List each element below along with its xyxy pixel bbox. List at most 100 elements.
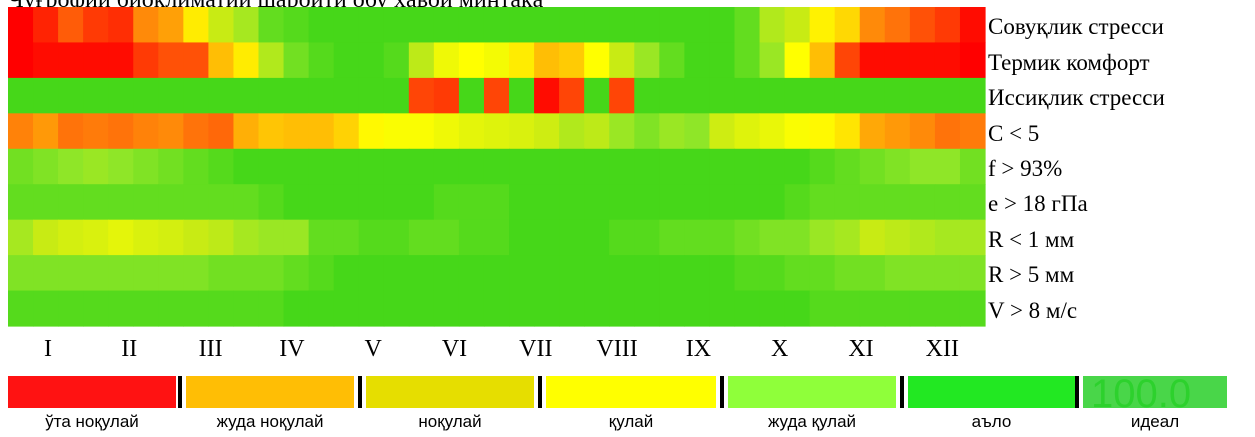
heatmap-cell bbox=[834, 77, 861, 114]
heatmap-cell bbox=[383, 184, 410, 221]
heatmap-cell bbox=[584, 184, 610, 221]
heatmap-cell bbox=[458, 113, 485, 150]
heatmap-cell bbox=[509, 42, 535, 79]
heatmap-cell bbox=[108, 77, 134, 114]
heatmap-cell bbox=[333, 219, 360, 256]
heatmap-cell bbox=[8, 42, 34, 79]
heatmap-cell bbox=[584, 290, 610, 327]
heatmap-cell bbox=[58, 148, 84, 185]
heatmap-cell bbox=[809, 219, 836, 256]
heatmap-cell bbox=[8, 184, 34, 221]
heatmap-cell bbox=[408, 184, 435, 221]
heatmap-cell bbox=[233, 113, 260, 150]
heatmap-cell bbox=[8, 77, 34, 114]
heatmap-cell bbox=[233, 290, 260, 327]
heatmap-cell bbox=[784, 7, 811, 44]
heatmap-cell bbox=[208, 148, 235, 185]
heatmap-cell bbox=[33, 219, 59, 256]
heatmap-cell bbox=[934, 184, 961, 221]
heatmap-cell bbox=[709, 113, 736, 150]
heatmap-cell bbox=[433, 219, 460, 256]
heatmap-cell bbox=[408, 77, 435, 114]
heatmap-cell bbox=[483, 255, 510, 292]
heatmap-cell bbox=[534, 255, 560, 292]
heatmap-cell bbox=[734, 148, 761, 185]
heatmap-cell bbox=[158, 290, 184, 327]
heatmap-cell bbox=[333, 42, 360, 79]
heatmap-cell bbox=[83, 7, 109, 44]
heatmap-cell bbox=[884, 184, 911, 221]
heatmap-cell bbox=[158, 219, 184, 256]
heatmap-cell bbox=[383, 42, 410, 79]
heatmap-cell bbox=[959, 42, 986, 79]
heatmap-cell bbox=[33, 77, 59, 114]
heatmap-cell bbox=[659, 219, 685, 256]
heatmap-cell bbox=[433, 148, 460, 185]
heatmap-cell bbox=[634, 7, 660, 44]
heatmap-cell bbox=[859, 42, 886, 79]
heatmap-cell bbox=[108, 184, 134, 221]
legend-swatch bbox=[908, 376, 1075, 408]
heatmap-cell bbox=[158, 113, 184, 150]
heatmap-cell bbox=[8, 148, 34, 185]
heatmap-cell bbox=[634, 148, 660, 185]
heatmap-cell bbox=[8, 219, 34, 256]
heatmap-cell bbox=[584, 7, 610, 44]
heatmap-cell bbox=[358, 184, 385, 221]
heatmap-cell bbox=[158, 77, 184, 114]
heatmap-cell bbox=[759, 42, 786, 79]
heatmap-cell bbox=[534, 290, 560, 327]
ghost-text: 100.0 bbox=[1091, 376, 1192, 408]
heatmap-cell bbox=[283, 148, 310, 185]
heatmap-cell bbox=[383, 219, 410, 256]
heatmap-cell bbox=[759, 255, 786, 292]
heatmap-cell bbox=[884, 219, 911, 256]
heatmap-cell bbox=[609, 219, 635, 256]
heatmap-cell bbox=[283, 255, 310, 292]
heatmap-cell bbox=[433, 77, 460, 114]
heatmap-cell bbox=[458, 148, 485, 185]
heatmap-cell bbox=[509, 219, 535, 256]
heatmap-cell bbox=[509, 255, 535, 292]
heatmap-cell bbox=[509, 184, 535, 221]
legend-separator bbox=[178, 376, 182, 408]
heatmap-cell bbox=[133, 148, 159, 185]
heatmap-cell bbox=[784, 290, 811, 327]
heatmap-cell bbox=[308, 42, 335, 79]
heatmap-cell bbox=[859, 77, 886, 114]
legend-label: жуда қулай bbox=[767, 412, 857, 431]
heatmap-cell bbox=[408, 290, 435, 327]
heatmap-cell bbox=[83, 113, 109, 150]
heatmap-cell bbox=[333, 148, 360, 185]
heatmap-cell bbox=[258, 7, 285, 44]
heatmap-cell bbox=[83, 42, 109, 79]
legend-label: ўта ноқулай bbox=[45, 412, 139, 431]
heatmap-cell bbox=[959, 77, 986, 114]
heatmap-cell bbox=[709, 42, 736, 79]
heatmap-cell bbox=[759, 148, 786, 185]
heatmap-cell bbox=[33, 290, 59, 327]
heatmap-cell bbox=[909, 42, 936, 79]
heatmap-cell bbox=[58, 290, 84, 327]
heatmap-cell bbox=[809, 42, 836, 79]
heatmap-cell bbox=[58, 42, 84, 79]
heatmap-cell bbox=[734, 42, 761, 79]
heatmap-cell bbox=[433, 113, 460, 150]
heatmap-cell bbox=[108, 255, 134, 292]
heatmap-cell bbox=[859, 113, 886, 150]
heatmap-cell bbox=[283, 113, 310, 150]
heatmap-cell bbox=[734, 7, 761, 44]
heatmap-cell bbox=[8, 255, 34, 292]
legend-swatch bbox=[546, 376, 716, 408]
heatmap-cell bbox=[308, 77, 335, 114]
heatmap-cell bbox=[133, 290, 159, 327]
heatmap-cell bbox=[358, 255, 385, 292]
month-label: VIII bbox=[596, 336, 638, 362]
heatmap-cell bbox=[458, 219, 485, 256]
heatmap-cell bbox=[534, 219, 560, 256]
heatmap-cell bbox=[959, 7, 986, 44]
legend-separator bbox=[1075, 376, 1079, 408]
heatmap-cell bbox=[458, 77, 485, 114]
legend-swatch bbox=[8, 376, 176, 408]
heatmap-cell bbox=[208, 42, 235, 79]
